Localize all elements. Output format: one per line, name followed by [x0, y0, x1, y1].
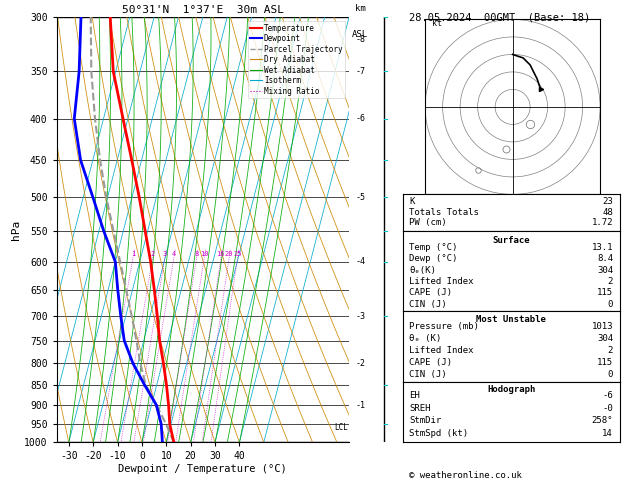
Text: 2: 2 — [150, 251, 155, 257]
Text: -2: -2 — [355, 359, 365, 368]
Title: 50°31'N  1°37'E  30m ASL: 50°31'N 1°37'E 30m ASL — [122, 5, 284, 15]
Text: -6: -6 — [603, 391, 613, 399]
Text: StmSpd (kt): StmSpd (kt) — [409, 429, 468, 438]
Text: -8: -8 — [355, 35, 365, 44]
Text: 1013: 1013 — [591, 322, 613, 330]
Text: SREH: SREH — [409, 403, 431, 413]
Text: 4: 4 — [172, 251, 176, 257]
Text: K: K — [409, 197, 415, 207]
Text: Surface: Surface — [493, 236, 530, 244]
Text: 1: 1 — [131, 251, 135, 257]
Text: ASL: ASL — [352, 30, 368, 39]
Text: 304: 304 — [597, 265, 613, 275]
Text: 10: 10 — [200, 251, 208, 257]
Y-axis label: hPa: hPa — [11, 220, 21, 240]
Text: -4: -4 — [355, 257, 365, 266]
Text: -3: -3 — [355, 312, 365, 321]
Text: 258°: 258° — [591, 417, 613, 425]
Text: Temp (°C): Temp (°C) — [409, 243, 457, 252]
Text: Dewp (°C): Dewp (°C) — [409, 254, 457, 263]
Text: 1.72: 1.72 — [591, 218, 613, 227]
Text: LCL: LCL — [334, 423, 348, 433]
Text: 3: 3 — [162, 251, 167, 257]
Text: CIN (J): CIN (J) — [409, 369, 447, 379]
Text: θₑ (K): θₑ (K) — [409, 333, 442, 343]
Text: kt: kt — [432, 19, 442, 29]
Text: Pressure (mb): Pressure (mb) — [409, 322, 479, 330]
Text: 2: 2 — [608, 346, 613, 355]
Text: EH: EH — [409, 391, 420, 399]
Text: CAPE (J): CAPE (J) — [409, 288, 452, 297]
Text: -6: -6 — [355, 114, 365, 123]
Text: 16: 16 — [216, 251, 225, 257]
Text: 20: 20 — [225, 251, 233, 257]
Text: © weatheronline.co.uk: © weatheronline.co.uk — [409, 471, 521, 480]
Text: -1: -1 — [355, 400, 365, 410]
Text: Totals Totals: Totals Totals — [409, 208, 479, 217]
Text: StmDir: StmDir — [409, 417, 442, 425]
Text: 28.05.2024  00GMT  (Base: 18): 28.05.2024 00GMT (Base: 18) — [409, 12, 590, 22]
Text: -5: -5 — [355, 193, 365, 202]
Text: 0: 0 — [608, 300, 613, 309]
Text: 0: 0 — [608, 369, 613, 379]
Legend: Temperature, Dewpoint, Parcel Trajectory, Dry Adiabat, Wet Adiabat, Isotherm, Mi: Temperature, Dewpoint, Parcel Trajectory… — [248, 21, 345, 98]
Text: Lifted Index: Lifted Index — [409, 277, 474, 286]
Text: Lifted Index: Lifted Index — [409, 346, 474, 355]
Text: 25: 25 — [233, 251, 242, 257]
Text: Most Unstable: Most Unstable — [476, 315, 546, 324]
Text: 8: 8 — [194, 251, 199, 257]
X-axis label: Dewpoint / Temperature (°C): Dewpoint / Temperature (°C) — [118, 464, 287, 474]
Text: Hodograph: Hodograph — [487, 385, 535, 394]
Text: 115: 115 — [597, 358, 613, 366]
Text: -7: -7 — [355, 67, 365, 76]
Text: 13.1: 13.1 — [591, 243, 613, 252]
Text: 115: 115 — [597, 288, 613, 297]
Text: CIN (J): CIN (J) — [409, 300, 447, 309]
Text: θₑ(K): θₑ(K) — [409, 265, 436, 275]
Text: -0: -0 — [603, 403, 613, 413]
Text: PW (cm): PW (cm) — [409, 218, 447, 227]
Text: CAPE (J): CAPE (J) — [409, 358, 452, 366]
Text: 2: 2 — [608, 277, 613, 286]
Text: 48: 48 — [603, 208, 613, 217]
Text: 304: 304 — [597, 333, 613, 343]
Text: km: km — [355, 4, 365, 13]
Text: 23: 23 — [603, 197, 613, 207]
Text: 14: 14 — [603, 429, 613, 438]
Text: 8.4: 8.4 — [597, 254, 613, 263]
